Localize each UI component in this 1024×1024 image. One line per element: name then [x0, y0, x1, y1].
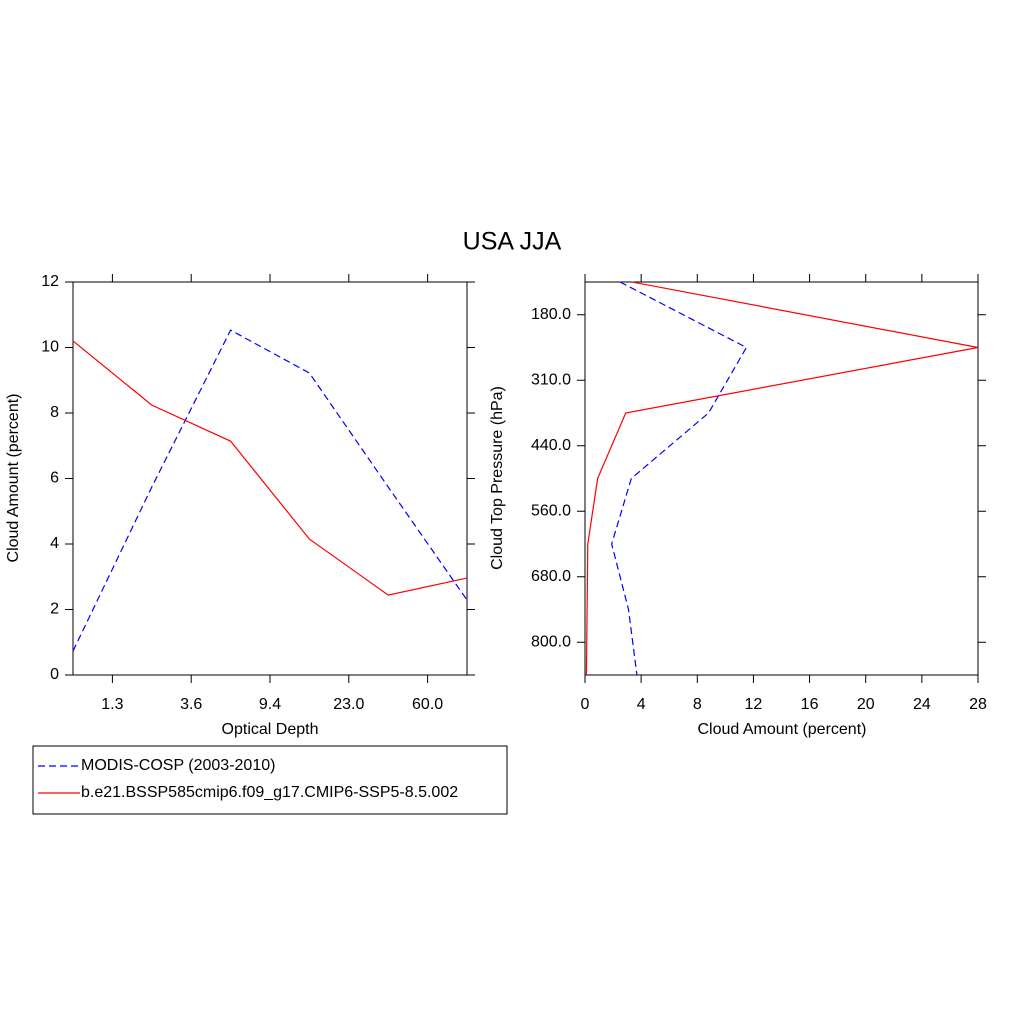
- y-tick-label: 4: [50, 535, 59, 552]
- y-tick-label: 8: [50, 404, 59, 421]
- y-tick-label: 0: [50, 666, 59, 683]
- plot-frame: [584, 281, 979, 676]
- y-tick-label: 2: [50, 601, 59, 618]
- x-tick-label: 1.3: [101, 696, 123, 713]
- y-tick-label: 310.0: [531, 371, 571, 388]
- figure-title: USA JJA: [463, 228, 562, 256]
- x-tick-label: 9.4: [259, 696, 281, 713]
- x-tick-label: 23.0: [333, 696, 364, 713]
- x-tick-label: 24: [913, 696, 931, 713]
- legend-box: [32, 745, 508, 815]
- legend-label: b.e21.BSSP585cmip6.f09_g17.CMIP6-SSP5-8.…: [81, 784, 458, 801]
- x-tick-label: 4: [637, 696, 646, 713]
- y-tick-label: 560.0: [531, 502, 571, 519]
- x-tick-label: 16: [801, 696, 819, 713]
- data-line: [72, 340, 468, 596]
- x-tick-label: 28: [969, 696, 987, 713]
- data-line: [585, 281, 979, 676]
- legend-label: MODIS-COSP (2003-2010): [81, 757, 275, 774]
- y-tick-label: 180.0: [531, 306, 571, 323]
- x-tick-label: 0: [581, 696, 590, 713]
- y-tick-label: 10: [41, 339, 59, 356]
- x-tick-label: 12: [745, 696, 763, 713]
- x-axis-label: Optical Depth: [222, 721, 319, 738]
- x-axis-label: Cloud Amount (percent): [698, 721, 867, 738]
- x-tick-label: 3.6: [180, 696, 202, 713]
- y-tick-label: 800.0: [531, 633, 571, 650]
- y-axis-label: Cloud Amount (percent): [5, 394, 22, 563]
- y-tick-label: 12: [41, 273, 59, 290]
- data-line: [611, 281, 748, 676]
- data-line: [72, 329, 468, 652]
- y-axis-label: Cloud Top Pressure (hPa): [489, 386, 506, 570]
- x-tick-label: 60.0: [412, 696, 443, 713]
- y-tick-label: 680.0: [531, 568, 571, 585]
- plot-frame: [72, 281, 468, 676]
- y-tick-label: 440.0: [531, 437, 571, 454]
- x-tick-label: 20: [857, 696, 875, 713]
- y-tick-label: 6: [50, 470, 59, 487]
- x-tick-label: 8: [693, 696, 702, 713]
